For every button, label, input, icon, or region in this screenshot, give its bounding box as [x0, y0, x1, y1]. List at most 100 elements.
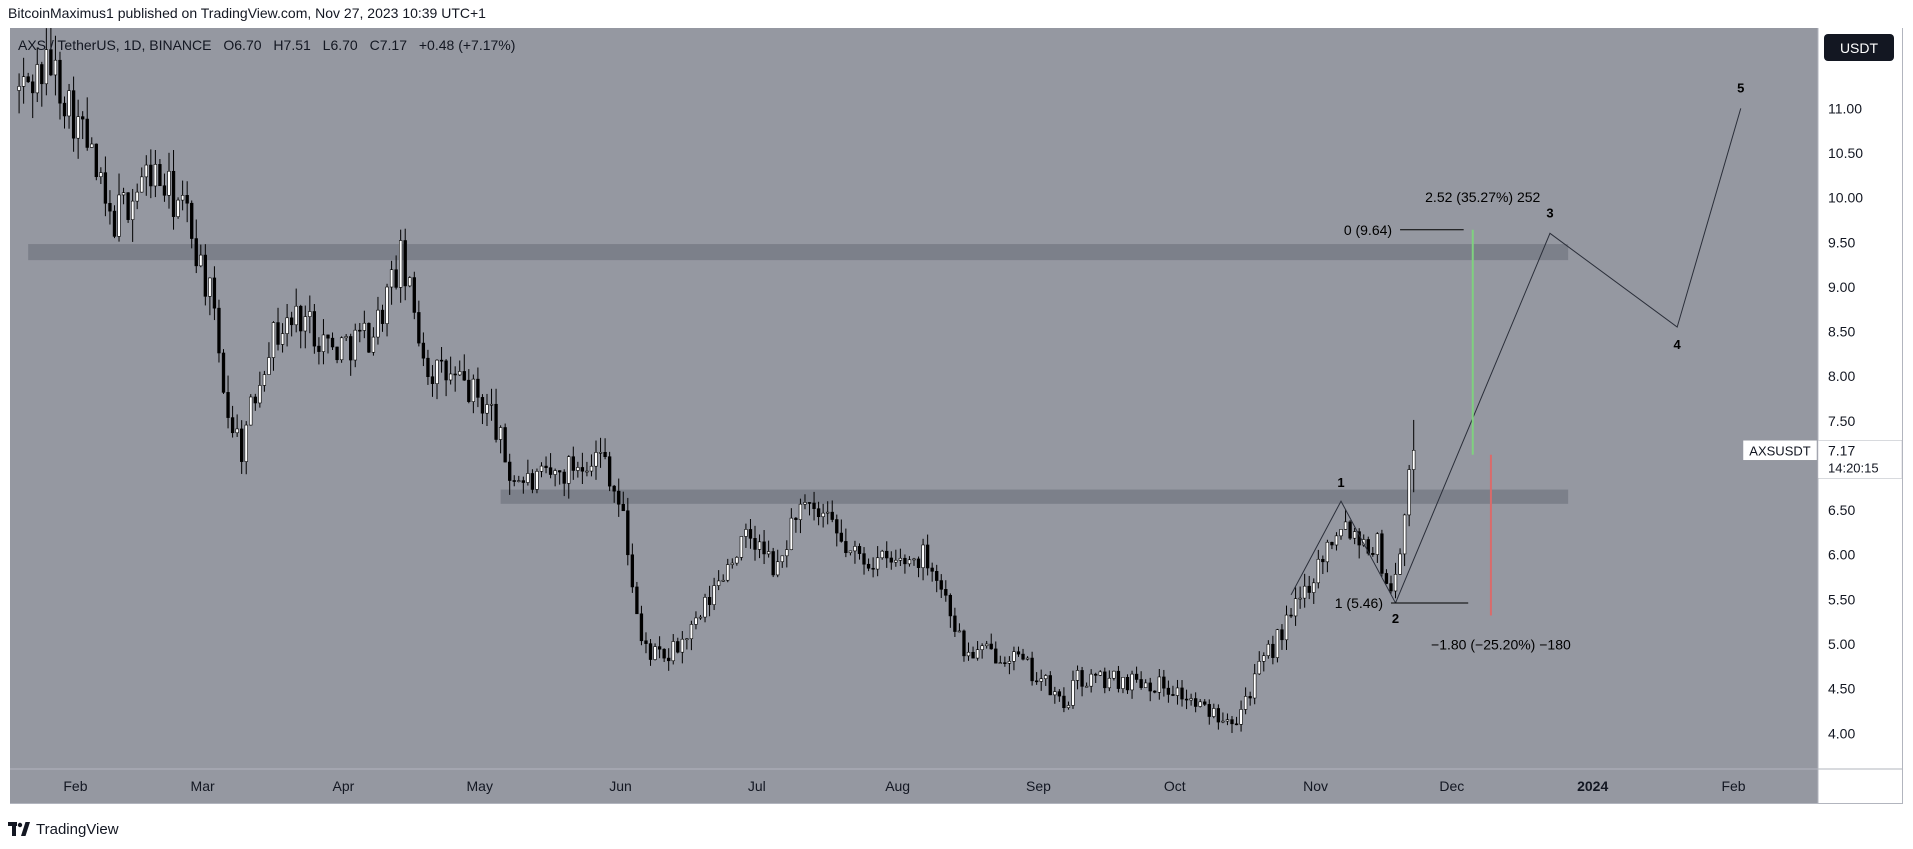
- candle-body: [380, 309, 385, 324]
- candle-body: [1148, 682, 1152, 692]
- candle: [1307, 575, 1311, 600]
- candle-body: [866, 563, 871, 569]
- horizontal-zone-1[interactable]: [28, 244, 1569, 261]
- time-tick-label: Nov: [1303, 778, 1328, 794]
- candle: [1148, 677, 1152, 702]
- candle: [794, 517, 798, 533]
- publication-header: BitcoinMaximus1 published on TradingView…: [8, 5, 486, 25]
- candle: [276, 307, 280, 351]
- candle-body: [153, 164, 158, 187]
- candle: [1175, 679, 1180, 705]
- candle: [667, 648, 671, 671]
- candle: [898, 548, 903, 567]
- candle-body: [1098, 671, 1102, 676]
- price-scale-background[interactable]: [1818, 28, 1902, 803]
- candle-body: [498, 427, 503, 440]
- last-price-box: [1817, 440, 1903, 479]
- candle: [1044, 674, 1048, 686]
- candle: [580, 452, 585, 484]
- candle: [571, 446, 575, 480]
- candle-body: [903, 557, 907, 565]
- candle: [58, 51, 62, 120]
- candle-body: [862, 553, 866, 565]
- candle: [208, 277, 212, 316]
- candle: [512, 475, 516, 487]
- candle: [62, 96, 67, 129]
- candle: [1271, 635, 1275, 665]
- candle-body: [353, 329, 357, 361]
- candle: [939, 574, 943, 599]
- candle-body: [1003, 662, 1007, 664]
- publisher-name[interactable]: BitcoinMaximus1: [8, 5, 114, 21]
- price-tick-label: 11.00: [1828, 100, 1862, 116]
- candle: [985, 640, 989, 649]
- candle-body: [62, 102, 67, 117]
- symbol-legend[interactable]: AXS / TetherUS, 1D, BINANCE O6.70 H7.51 …: [18, 37, 515, 53]
- candle-body: [180, 195, 185, 201]
- candle: [703, 593, 707, 623]
- candle: [362, 310, 366, 339]
- candle-body: [476, 378, 480, 398]
- candle: [271, 321, 276, 371]
- candle-body: [1216, 708, 1221, 723]
- candle-body: [1230, 719, 1234, 725]
- candle-body: [271, 322, 276, 358]
- candle: [85, 97, 89, 151]
- candle: [989, 633, 993, 650]
- change-value: +0.48 (+7.17%): [419, 37, 516, 53]
- candle: [1075, 665, 1080, 690]
- candle: [521, 476, 525, 494]
- candle-body: [657, 646, 662, 650]
- candle: [389, 260, 394, 305]
- low-value: 6.70: [330, 37, 357, 53]
- candle-body: [907, 559, 912, 565]
- candle-body: [1366, 539, 1370, 554]
- candle: [458, 360, 462, 377]
- candle-body: [135, 191, 139, 202]
- candle-body: [998, 662, 1002, 664]
- candle-body: [717, 580, 721, 586]
- currency-badge[interactable]: [1824, 34, 1894, 61]
- candle: [21, 57, 26, 104]
- candle: [539, 462, 544, 478]
- candle: [498, 425, 503, 454]
- tradingview-logo[interactable]: TradingView: [8, 817, 119, 841]
- candle: [344, 334, 348, 342]
- time-axis-ticks: Feb Mar Apr May Jun Jul Aug Sep Oct Nov Dec 2024 Feb: [63, 778, 1745, 794]
- candle: [558, 470, 562, 485]
- candle: [1412, 419, 1416, 493]
- candle-body: [149, 164, 153, 187]
- candle: [1084, 682, 1089, 688]
- candle: [308, 295, 312, 334]
- wave-1-2-line[interactable]: [1290, 500, 1396, 604]
- candle: [953, 607, 957, 637]
- candle-body: [807, 502, 812, 504]
- candle-body: [285, 317, 289, 334]
- candle: [267, 342, 271, 375]
- currency-label: USDT: [1840, 40, 1879, 56]
- price-chart[interactable]: 0 (9.64) 1 (5.46) 2.52 (35.27%) 252 −1.80 …: [10, 28, 1903, 804]
- candle-body: [1334, 535, 1339, 546]
- candle-body: [712, 585, 716, 605]
- horizontal-zone-2[interactable]: [500, 489, 1569, 504]
- candle: [866, 558, 871, 572]
- wave-label-1: 1: [1337, 475, 1344, 490]
- symbol-name: AXS / TetherUS, 1D, BINANCE: [18, 37, 211, 53]
- candle: [203, 244, 207, 306]
- time-tick-label: Apr: [333, 778, 355, 794]
- candle-body: [544, 465, 548, 468]
- candle: [1144, 679, 1148, 688]
- time-tick-label: Mar: [191, 778, 215, 794]
- candle: [762, 530, 766, 565]
- candle: [739, 536, 744, 561]
- candle: [285, 303, 289, 347]
- candle-body: [594, 452, 598, 467]
- plot-background[interactable]: [10, 28, 1818, 803]
- candle: [598, 437, 603, 468]
- candle-body: [562, 471, 566, 484]
- candle: [671, 634, 675, 665]
- candle: [103, 156, 108, 217]
- candle-body: [262, 374, 267, 386]
- candle: [1348, 520, 1352, 540]
- wave-label-5: 5: [1737, 80, 1744, 95]
